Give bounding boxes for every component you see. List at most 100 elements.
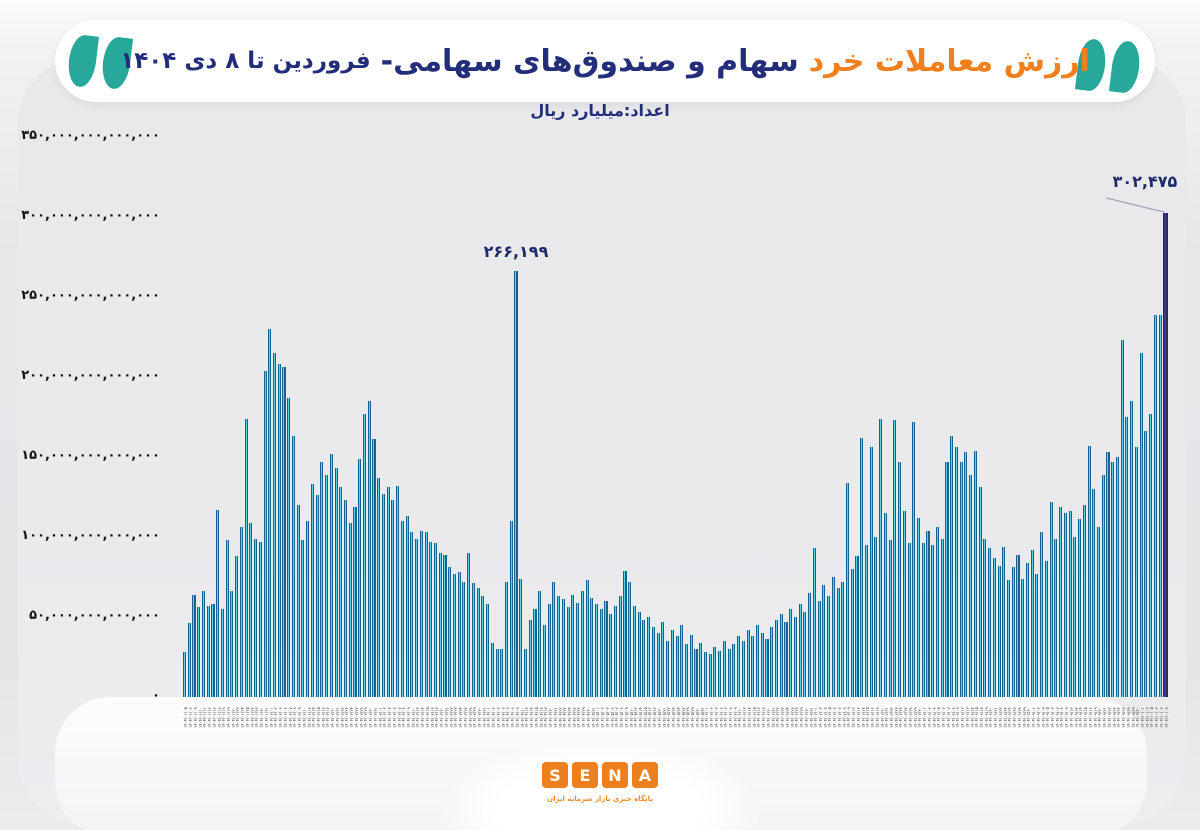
bar <box>481 596 485 697</box>
bar <box>348 522 352 697</box>
bar <box>201 591 206 697</box>
bar <box>945 461 949 697</box>
bar <box>765 639 769 697</box>
bar <box>249 522 253 697</box>
bar <box>1139 353 1143 697</box>
bar <box>296 505 300 697</box>
bar <box>1120 340 1124 697</box>
bar <box>888 540 892 697</box>
bar <box>1068 511 1072 697</box>
bar <box>708 653 712 697</box>
bar <box>500 649 504 697</box>
bar <box>320 461 324 697</box>
bar <box>912 421 916 697</box>
bar <box>197 607 201 697</box>
bar <box>680 625 684 697</box>
bar <box>585 580 589 697</box>
bar <box>623 570 627 697</box>
bar <box>471 583 475 697</box>
bar <box>689 634 693 697</box>
bar <box>841 581 845 697</box>
bar <box>893 420 897 697</box>
bar <box>1016 554 1020 697</box>
bar <box>950 436 954 697</box>
bar <box>486 604 490 697</box>
x-axis-label: ۱۴۰۴/۰۶/۳۰ <box>803 707 809 728</box>
bar <box>1134 447 1138 697</box>
logo-letter-square: E <box>572 762 598 788</box>
bar <box>741 641 745 697</box>
bar <box>1059 506 1063 697</box>
bar <box>1092 489 1096 697</box>
header-banner: ارزش معاملات خرد سهام و صندوق‌های سهامی-… <box>55 20 1155 102</box>
bar <box>1096 527 1101 697</box>
bar <box>1149 413 1153 697</box>
bar <box>187 623 191 697</box>
bar <box>670 629 674 697</box>
bar <box>438 553 442 697</box>
bar <box>1030 549 1034 697</box>
bar <box>396 485 400 697</box>
bar <box>287 397 291 697</box>
bar <box>675 636 679 697</box>
bar <box>533 609 537 697</box>
bar <box>694 649 698 697</box>
bar <box>770 626 774 697</box>
bar <box>1144 431 1148 697</box>
bar <box>656 633 660 697</box>
bar <box>419 530 423 697</box>
bar <box>628 581 632 697</box>
bar <box>931 545 935 697</box>
bar <box>917 517 921 697</box>
bar <box>935 527 940 697</box>
annotation-mid-peak: ۲۶۶,۱۹۹ <box>483 242 549 262</box>
bar <box>410 532 414 697</box>
bar <box>718 650 722 697</box>
bar <box>817 601 821 697</box>
annotation-last-peak: ۳۰۲,۴۷۵ <box>1112 172 1178 191</box>
bar <box>751 636 755 697</box>
bar <box>566 607 570 697</box>
bar <box>732 644 736 697</box>
bar <box>1153 314 1157 697</box>
bar <box>609 613 613 697</box>
bar <box>239 527 243 697</box>
bar <box>433 543 438 697</box>
bar <box>1073 537 1077 697</box>
bar <box>803 612 807 697</box>
bar <box>1101 474 1105 697</box>
y-axis-label: ۵۰,۰۰۰,۰۰۰,۰۰۰,۰۰۰ <box>29 608 160 623</box>
bar <box>377 477 381 697</box>
bar <box>429 541 433 697</box>
bar <box>1035 573 1039 697</box>
bar <box>523 649 528 697</box>
bar <box>760 633 764 697</box>
bar <box>727 649 731 697</box>
bar <box>462 581 466 697</box>
bar <box>879 418 883 697</box>
bar <box>737 636 741 697</box>
bar <box>997 565 1001 697</box>
title-highlight: ارزش معاملات خرد <box>808 43 1090 79</box>
bar <box>1063 513 1067 697</box>
title-period: فروردین تا ۸ دی ۱۴۰۴ <box>120 48 371 74</box>
bar <box>618 596 622 697</box>
bar <box>1087 445 1091 697</box>
bar <box>211 604 215 697</box>
bar <box>1111 461 1115 697</box>
bar <box>325 474 329 697</box>
bar <box>604 601 608 697</box>
bar <box>907 543 911 697</box>
bar <box>400 521 404 697</box>
bar <box>542 625 546 697</box>
bar <box>827 596 831 697</box>
bar <box>613 605 618 697</box>
bar <box>793 617 797 697</box>
bar <box>746 629 750 697</box>
bar <box>798 604 802 697</box>
bar <box>647 617 651 697</box>
bar <box>590 597 594 697</box>
bar <box>230 591 234 697</box>
